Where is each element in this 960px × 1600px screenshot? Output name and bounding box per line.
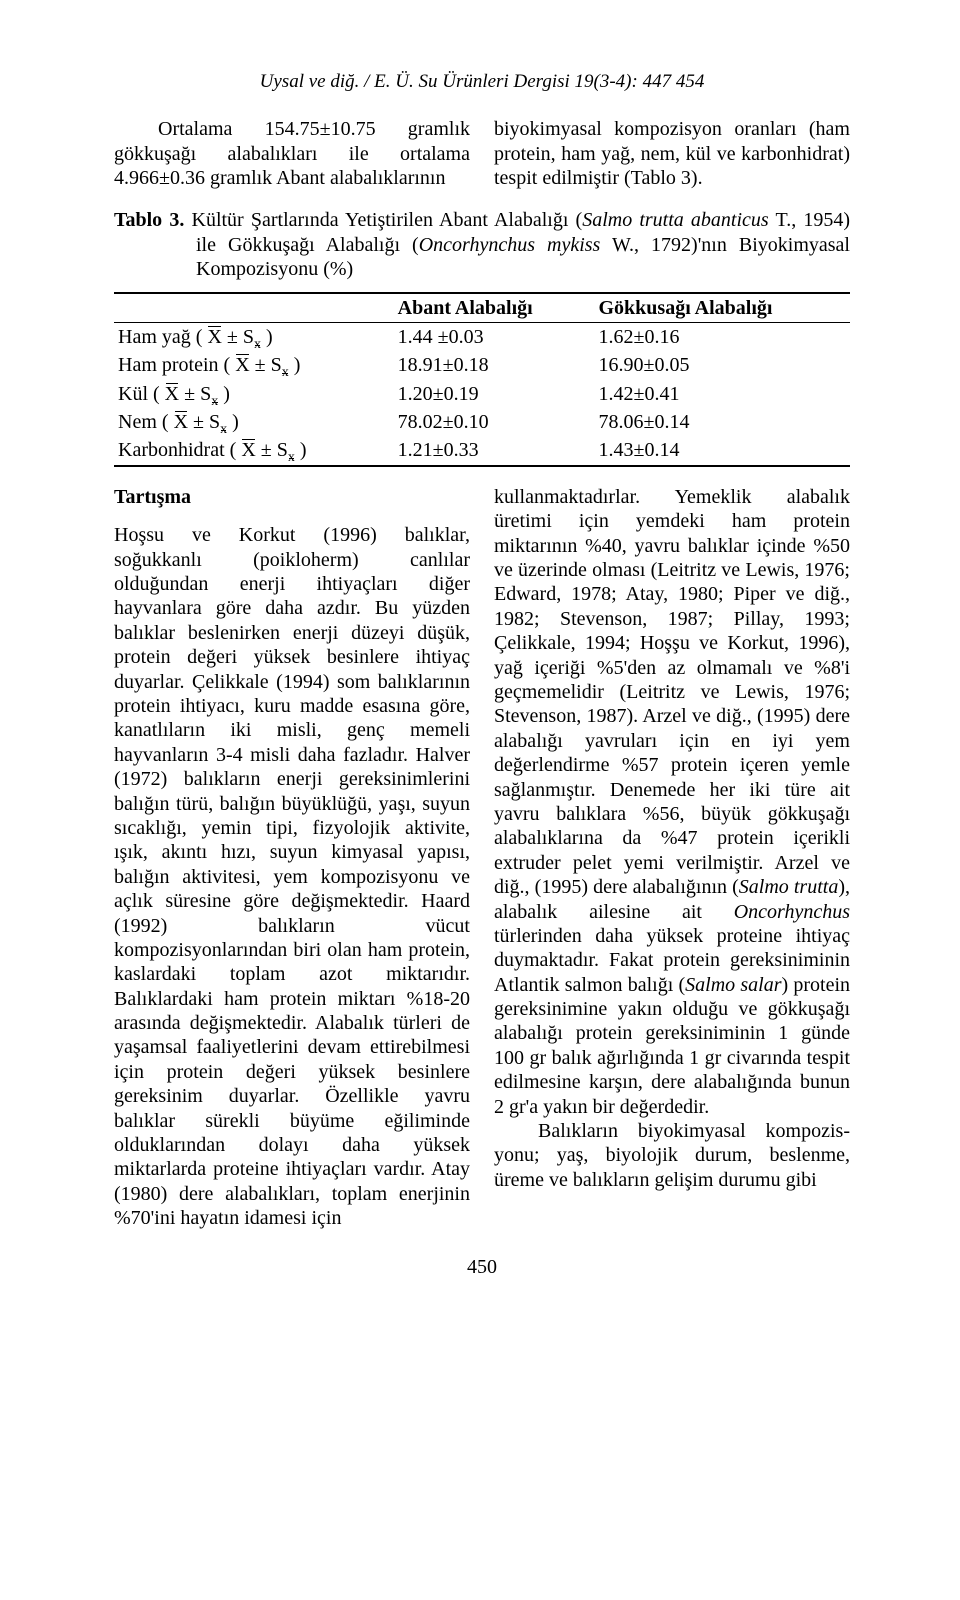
intro-left: Ortalama 154.75±10.75 gramlık gökkuşağı … <box>114 117 470 190</box>
row-gok: 1.43±0.14 <box>595 436 851 465</box>
row-name: Kül <box>118 383 148 405</box>
row-gok: 16.90±0.05 <box>595 351 851 379</box>
discussion-right-p2: Balıkların biyokimyasal kompozis-yonu; y… <box>494 1119 850 1192</box>
table3: Abant Alabalığı Gökkusağı Alabalığı Ham … <box>114 292 850 467</box>
running-head: Uysal ve diğ. / E. Ü. Su Ürünleri Dergis… <box>114 70 850 93</box>
table-row: Karbonhidrat ( X ± Sx ) 1.21±0.33 1.43±0… <box>114 436 850 465</box>
row-gok: 78.06±0.14 <box>595 408 851 436</box>
discussion-columns: Tartışma Hoşsu ve Korkut (1996) balıklar… <box>114 485 850 1231</box>
table-row: Ham protein ( X ± Sx ) 18.91±0.18 16.90±… <box>114 351 850 379</box>
row-name: Nem <box>118 411 157 433</box>
table-row: Ham yağ ( X ± Sx ) 1.44 ±0.03 1.62±0.16 <box>114 322 850 351</box>
discussion-left-p1: Hoşsu ve Korkut (1996) balıklar, soğukka… <box>114 523 470 1230</box>
row-abant: 1.21±0.33 <box>394 436 595 465</box>
discussion-heading: Tartışma <box>114 485 470 509</box>
table3-label: Tablo 3. <box>114 209 184 231</box>
table3-caption-ital1: Salmo trutta abanticus <box>582 209 769 231</box>
table3-head-gok: Gökkusağı Alabalığı <box>595 293 851 323</box>
table-row: Kül ( X ± Sx ) 1.20±0.19 1.42±0.41 <box>114 380 850 408</box>
table-row: Nem ( X ± Sx ) 78.02±0.10 78.06±0.14 <box>114 408 850 436</box>
row-abant: 78.02±0.10 <box>394 408 595 436</box>
table3-caption-ital2: Oncorhynchus mykiss <box>419 234 601 256</box>
row-abant: 18.91±0.18 <box>394 351 595 379</box>
row-gok: 1.42±0.41 <box>595 380 851 408</box>
row-abant: 1.44 ±0.03 <box>394 322 595 351</box>
row-name: Karbonhidrat <box>118 439 225 461</box>
page-number: 450 <box>114 1255 850 1279</box>
table3-caption-1: Kültür Şartlarında Yetiştirilen Abant Al… <box>192 209 583 231</box>
row-gok: 1.62±0.16 <box>595 322 851 351</box>
table3-caption: Tablo 3. Kültür Şartlarında Yetiştirilen… <box>114 208 850 281</box>
intro-columns: Ortalama 154.75±10.75 gramlık gökkuşağı … <box>114 117 850 190</box>
table3-head-abant: Abant Alabalığı <box>394 293 595 323</box>
row-name: Ham yağ <box>118 326 191 348</box>
row-name: Ham protein <box>118 354 219 376</box>
discussion-right-p1: kullanmaktadırlar. Yemeklik alabalık üre… <box>494 485 850 1119</box>
intro-right: biyokimyasal kompozisyon oranları (ham p… <box>494 117 850 190</box>
row-abant: 1.20±0.19 <box>394 380 595 408</box>
